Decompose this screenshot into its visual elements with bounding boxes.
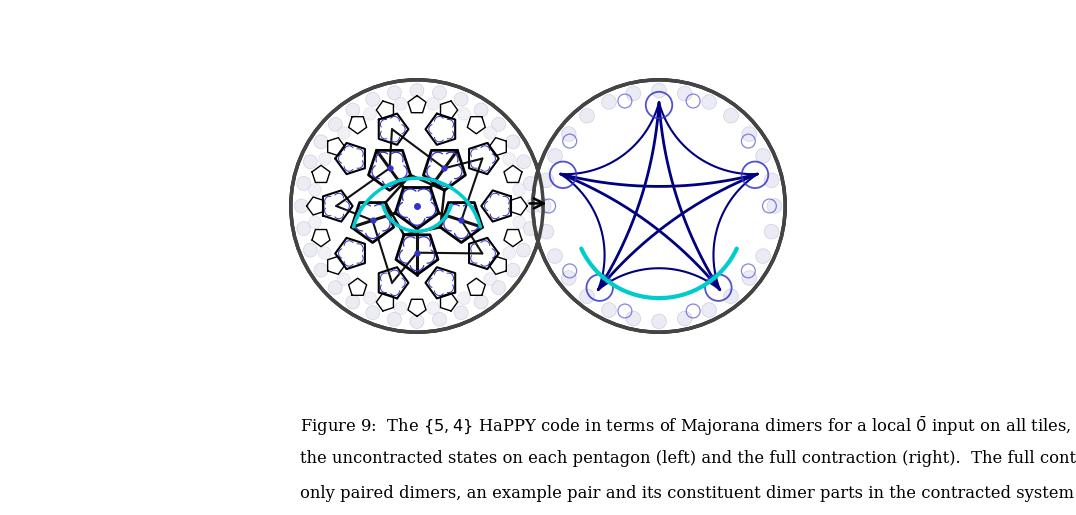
Circle shape [764, 173, 779, 187]
Circle shape [387, 312, 401, 326]
Text: only paired dimers, an example pair and its constituent dimer parts in the contr: only paired dimers, an example pair and … [300, 485, 1076, 502]
Circle shape [433, 312, 447, 326]
Circle shape [516, 243, 530, 257]
Text: the uncontracted states on each pentagon (left) and the full contraction (right): the uncontracted states on each pentagon… [300, 450, 1076, 467]
Circle shape [492, 117, 506, 131]
Circle shape [626, 86, 640, 101]
Circle shape [513, 216, 525, 229]
Circle shape [484, 273, 496, 285]
Circle shape [475, 103, 489, 117]
Circle shape [548, 149, 563, 163]
Circle shape [297, 221, 311, 235]
Circle shape [395, 97, 407, 110]
Circle shape [601, 303, 617, 317]
Circle shape [724, 289, 738, 303]
Circle shape [454, 92, 468, 106]
Circle shape [457, 108, 470, 120]
Circle shape [395, 302, 407, 315]
Circle shape [314, 263, 328, 277]
Circle shape [539, 225, 554, 239]
Circle shape [601, 95, 617, 109]
Circle shape [297, 177, 311, 191]
Circle shape [345, 103, 359, 117]
Circle shape [303, 243, 317, 257]
Circle shape [764, 225, 779, 239]
Circle shape [523, 221, 537, 235]
Circle shape [309, 216, 321, 229]
Circle shape [755, 149, 770, 163]
Circle shape [484, 127, 496, 139]
Circle shape [303, 155, 317, 169]
Circle shape [562, 271, 576, 285]
Circle shape [328, 281, 342, 295]
Circle shape [328, 117, 342, 131]
Circle shape [580, 109, 594, 123]
Circle shape [506, 135, 520, 149]
Circle shape [702, 303, 717, 317]
Circle shape [314, 135, 328, 149]
Circle shape [525, 199, 539, 213]
Circle shape [427, 97, 439, 110]
Circle shape [506, 263, 520, 277]
Circle shape [502, 153, 515, 165]
Circle shape [767, 199, 782, 213]
Circle shape [502, 247, 515, 259]
Circle shape [427, 302, 439, 315]
Circle shape [492, 281, 506, 295]
Circle shape [318, 247, 331, 259]
Circle shape [457, 292, 470, 304]
Circle shape [516, 155, 530, 169]
Circle shape [345, 295, 359, 309]
Circle shape [652, 83, 666, 98]
Circle shape [536, 199, 551, 213]
Circle shape [702, 95, 717, 109]
Circle shape [562, 127, 576, 141]
Circle shape [539, 173, 554, 187]
Text: Figure 9:  The $\{5, 4\}$ HaPPY code in terms of Majorana dimers for a local $\b: Figure 9: The $\{5, 4\}$ HaPPY code in t… [300, 415, 1076, 438]
Circle shape [364, 108, 377, 120]
Circle shape [318, 153, 331, 165]
Circle shape [742, 127, 756, 141]
Circle shape [742, 271, 756, 285]
Circle shape [295, 199, 309, 213]
Circle shape [366, 92, 380, 106]
Circle shape [364, 292, 377, 304]
Circle shape [291, 80, 543, 332]
Circle shape [366, 306, 380, 320]
Circle shape [410, 315, 424, 329]
Circle shape [755, 249, 770, 263]
Circle shape [523, 177, 537, 191]
Circle shape [513, 183, 525, 196]
Circle shape [410, 83, 424, 97]
Circle shape [626, 311, 640, 326]
Circle shape [454, 306, 468, 320]
Circle shape [475, 295, 489, 309]
Circle shape [548, 249, 563, 263]
Circle shape [580, 289, 594, 303]
Circle shape [652, 314, 666, 329]
Circle shape [533, 80, 785, 332]
Circle shape [433, 86, 447, 100]
Circle shape [387, 86, 401, 100]
Circle shape [309, 183, 321, 196]
Circle shape [338, 127, 350, 139]
Circle shape [678, 311, 692, 326]
Circle shape [724, 109, 738, 123]
Circle shape [338, 273, 350, 285]
Circle shape [678, 86, 692, 101]
